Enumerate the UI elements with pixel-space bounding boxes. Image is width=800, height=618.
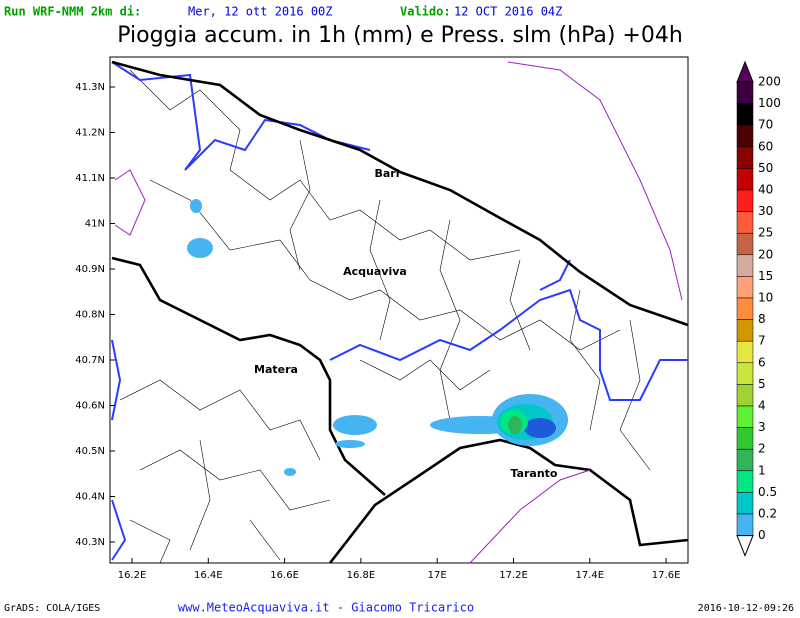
y-tick-label: 41.3N — [75, 82, 105, 93]
x-tick-label: 16.2E — [118, 570, 147, 581]
colorbar-label: 2 — [758, 442, 766, 456]
y-tick-label: 40.7N — [75, 355, 105, 366]
y-tick-label: 41N — [85, 219, 105, 230]
y-tick-label: 40.9N — [75, 264, 105, 275]
footer-left: GrADS: COLA/IGES — [4, 603, 100, 614]
isobars — [114, 61, 683, 564]
colorbar-label: 30 — [758, 204, 773, 218]
run-date: Mer, 12 ott 2016 00Z — [188, 5, 333, 19]
colorbar-box — [736, 362, 754, 385]
map-area: Bari Acquaviva Matera Taranto — [109, 56, 689, 564]
colorbar-label: 15 — [758, 269, 773, 283]
map-title: Pioggia accum. in 1h (mm) e Press. slm (… — [117, 23, 683, 48]
municipal-borders — [119, 69, 651, 564]
colorbar-label: 8 — [758, 312, 766, 326]
valid-label: Valido: — [400, 5, 451, 19]
colorbar-label: 6 — [758, 355, 766, 369]
colorbar-label: 50 — [758, 161, 773, 175]
y-tick-label: 40.6N — [75, 401, 105, 412]
map-frame — [109, 56, 689, 564]
x-tick-label: 17.2E — [499, 570, 528, 581]
colorbar-label: 25 — [758, 226, 773, 240]
colorbar-label: 0.2 — [758, 507, 777, 521]
precipitation — [187, 199, 568, 476]
x-tick-label: 17.4E — [576, 570, 605, 581]
colorbar-box — [736, 297, 754, 320]
axis-labels: 16.2E 16.4E 16.6E 16.8E 17E 17.2E 17.4E 17.6E 41… — [75, 82, 680, 581]
colorbar-label: 7 — [758, 334, 766, 348]
footer-right: 2016-10-12-09:26 — [698, 603, 794, 614]
colorbar-label: 0.5 — [758, 485, 777, 499]
colorbar-box — [736, 189, 754, 212]
y-tick-label: 40.5N — [75, 446, 105, 457]
y-tick-label: 41.1N — [75, 173, 105, 184]
coast-and-regions — [111, 60, 689, 564]
city-label: Taranto — [510, 467, 557, 480]
colorbar-label: 3 — [758, 420, 766, 434]
x-tick-label: 16.8E — [347, 570, 376, 581]
valid-date: 12 OCT 2016 04Z — [454, 5, 562, 19]
x-tick-label: 16.6E — [270, 570, 299, 581]
y-tick-label: 40.8N — [75, 310, 105, 321]
province-borders — [111, 61, 688, 561]
y-tick-label: 40.4N — [75, 492, 105, 503]
colorbar-box — [736, 146, 754, 169]
colorbar-box — [736, 427, 754, 450]
colorbar-box — [736, 405, 754, 428]
colorbar-box — [736, 319, 754, 342]
x-tick-label: 16.4E — [194, 570, 223, 581]
run-label: Run WRF-NMM 2km di: — [4, 5, 141, 19]
colorbar-box — [736, 470, 754, 493]
colorbar: 200 100 70 60 50 40 30 25 20 15 10 8 7 6 5 4 3 2 1 0.5 0.2 0 — [736, 60, 781, 557]
colorbar-box — [736, 513, 754, 536]
colorbar-label: 60 — [758, 139, 773, 153]
colorbar-box — [736, 103, 754, 126]
colorbar-box — [736, 211, 754, 234]
colorbar-label: 40 — [758, 183, 773, 197]
colorbar-box — [736, 168, 754, 191]
city-label: Acquaviva — [343, 265, 407, 278]
colorbar-label: 100 — [758, 96, 781, 110]
colorbar-label: 5 — [758, 377, 766, 391]
y-tick-label: 40.3N — [75, 537, 105, 548]
x-tick-label: 17.6E — [652, 570, 681, 581]
colorbar-box — [736, 81, 754, 104]
y-tick-label: 41.2N — [75, 128, 105, 139]
colorbar-box — [736, 276, 754, 299]
colorbar-label: 1 — [758, 463, 766, 477]
colorbar-label: 4 — [758, 399, 766, 413]
colorbar-box — [736, 124, 754, 148]
city-label: Bari — [374, 167, 399, 180]
x-tick-label: 17E — [428, 570, 447, 581]
colorbar-box — [736, 254, 754, 277]
colorbar-label: 20 — [758, 247, 773, 261]
colorbar-tip — [736, 535, 754, 557]
colorbar-label: 10 — [758, 291, 773, 305]
colorbar-box — [736, 232, 754, 256]
city-label: Matera — [254, 363, 298, 376]
colorbar-label: 0 — [758, 528, 766, 542]
colorbar-box — [736, 340, 754, 364]
colorbar-tip — [736, 60, 754, 83]
colorbar-label: 70 — [758, 118, 773, 132]
footer-center: www.MeteoAcquaviva.it - Giacomo Tricaric… — [178, 601, 474, 615]
colorbar-box — [736, 384, 754, 407]
colorbar-box — [736, 492, 754, 515]
colorbar-box — [736, 448, 754, 472]
colorbar-label: 200 — [758, 75, 781, 89]
